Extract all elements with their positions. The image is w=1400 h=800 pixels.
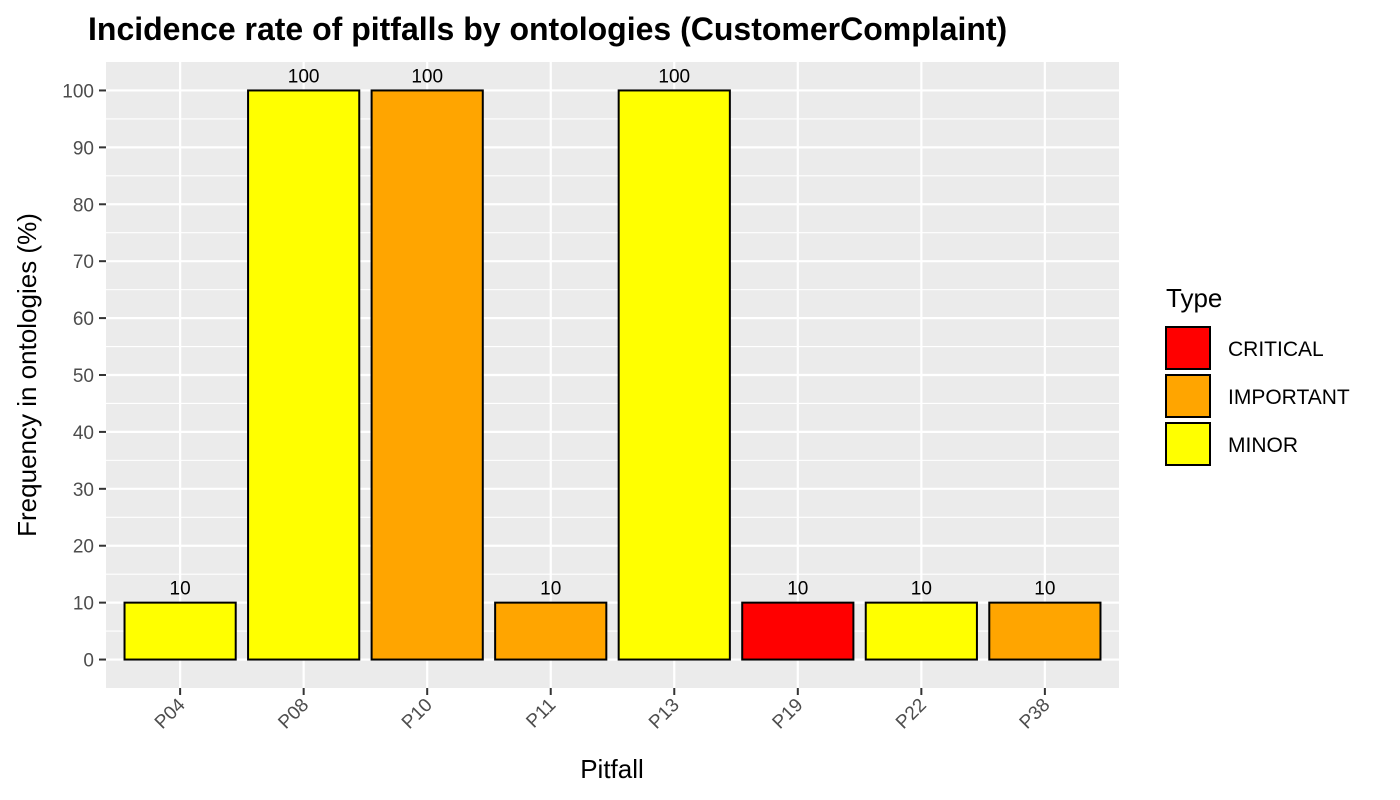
data-labels: 10 100 100 10 100 10 10 10 — [170, 66, 1056, 599]
x-tick-label: P11 — [523, 695, 561, 733]
bar-p04 — [123, 601, 237, 661]
bars — [123, 89, 1102, 661]
x-axis-title: Pitfall — [580, 754, 644, 784]
bar-p19 — [741, 601, 855, 661]
data-label-p22: 10 — [911, 579, 932, 600]
y-tick-label: 10 — [73, 594, 94, 615]
x-tick-label: P08 — [274, 695, 313, 734]
bar-p38 — [988, 601, 1102, 661]
y-tick-label: 100 — [62, 81, 94, 102]
x-tick-label: P04 — [151, 694, 190, 733]
y-tick-label: 70 — [73, 252, 94, 273]
chart-title: Incidence rate of pitfalls by ontologies… — [88, 11, 1007, 47]
y-tick-label: 40 — [73, 423, 94, 444]
y-tick-label: 90 — [73, 138, 94, 159]
legend-swatch-important — [1165, 374, 1211, 418]
x-tick-label: P10 — [398, 695, 437, 734]
bar-p22 — [864, 601, 978, 661]
y-tick-label: 0 — [83, 651, 94, 672]
x-axis: P04 P08 P10 P11 P13 P19 P22 P38 — [151, 688, 1055, 734]
data-label-p11: 10 — [540, 579, 561, 600]
legend: Type CRITICAL IMPORTANT MINOR — [1165, 283, 1350, 466]
y-tick-label: 20 — [73, 537, 94, 558]
bar-p08 — [247, 89, 361, 661]
legend-swatch-critical — [1165, 326, 1211, 370]
legend-title: Type — [1166, 283, 1222, 313]
bar-p10 — [370, 89, 484, 661]
y-tick-label: 30 — [73, 480, 94, 501]
legend-entries: CRITICAL IMPORTANT MINOR — [1165, 326, 1350, 466]
legend-swatch-minor — [1165, 422, 1211, 466]
legend-label-critical: CRITICAL — [1228, 338, 1324, 361]
data-label-p08: 100 — [288, 66, 320, 87]
data-label-p10: 100 — [411, 66, 443, 87]
y-tick-label: 50 — [73, 366, 94, 387]
y-tick-label: 60 — [73, 309, 94, 330]
y-axis-title: Frequency in ontologies (%) — [12, 213, 42, 537]
x-tick-label: P22 — [892, 695, 931, 734]
data-label-p13: 100 — [658, 66, 690, 87]
x-tick-label: P38 — [1016, 695, 1055, 734]
data-label-p19: 10 — [787, 579, 808, 600]
bar-p13 — [617, 89, 731, 661]
x-tick-label: P19 — [769, 695, 808, 734]
y-tick-label: 80 — [73, 195, 94, 216]
legend-label-minor: MINOR — [1228, 434, 1298, 457]
data-label-p38: 10 — [1034, 579, 1055, 600]
legend-label-important: IMPORTANT — [1228, 386, 1350, 409]
y-axis: 0 10 20 30 40 50 60 70 80 90 100 — [62, 81, 106, 672]
x-tick-label: P13 — [645, 695, 684, 734]
bar-p11 — [494, 601, 608, 661]
data-label-p04: 10 — [170, 579, 191, 600]
